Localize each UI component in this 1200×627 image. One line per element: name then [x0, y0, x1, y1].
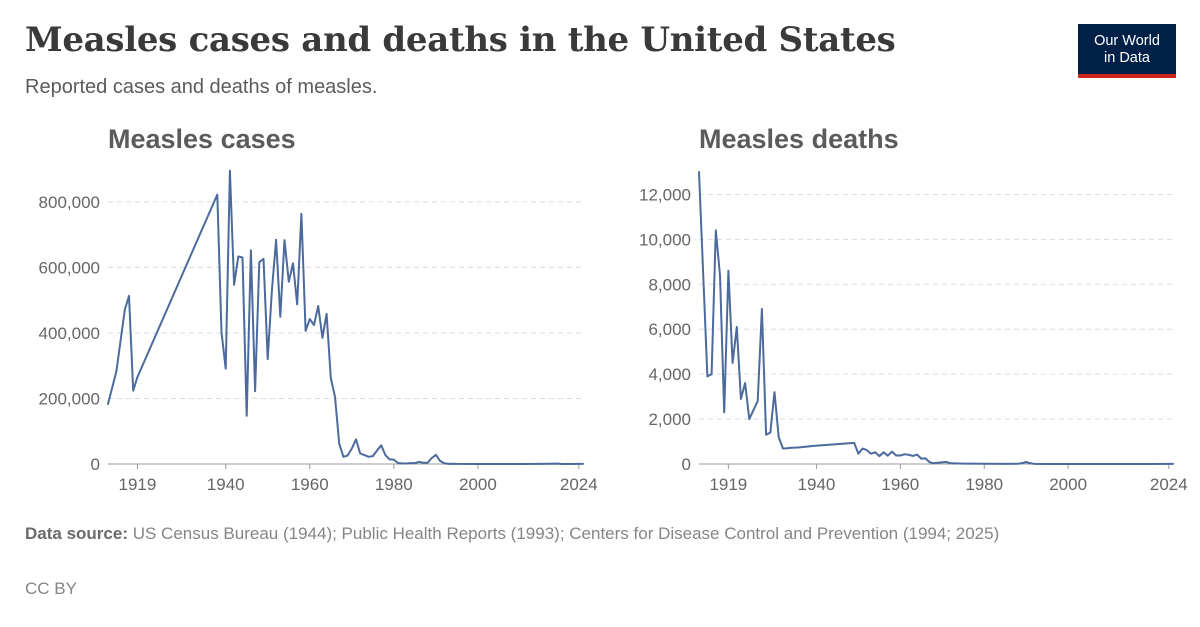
y-tick-label: 400,000 — [39, 324, 100, 343]
x-tick-label: 2024 — [560, 475, 598, 494]
x-tick-label: 1960 — [881, 475, 919, 494]
y-tick-label: 200,000 — [39, 389, 100, 408]
x-tick-label: 1919 — [709, 475, 747, 494]
x-tick-label: 1940 — [798, 475, 836, 494]
y-tick-label: 800,000 — [39, 193, 100, 212]
measles-deaths-chart: 0 2,000 4,000 6,000 8,000 10,000 12,000 1919 194… — [639, 171, 1188, 494]
y-tick-label: 2,000 — [648, 410, 691, 429]
y-tick-label: 10,000 — [639, 230, 691, 249]
x-tick-label: 1980 — [375, 475, 413, 494]
y-tick-label: 0 — [682, 455, 691, 474]
source-text: US Census Bureau (1944); Public Health R… — [132, 524, 1000, 543]
owid-logo[interactable]: Our World in Data — [1078, 24, 1176, 78]
series-line — [107, 169, 584, 465]
y-tick-label: 4,000 — [648, 365, 691, 384]
x-tick-label: 2000 — [459, 475, 497, 494]
deaths-chart-title: Measles deaths — [699, 124, 899, 154]
cases-chart-title: Measles cases — [108, 124, 296, 154]
source-label: Data source: — [25, 524, 128, 543]
page-subtitle: Reported cases and deaths of measles. — [25, 76, 378, 98]
x-tick-label: 1919 — [119, 475, 157, 494]
measles-cases-chart: 0 200,000 400,000 600,000 800,000 1919 1940 196… — [39, 169, 598, 494]
y-tick-label: 12,000 — [639, 185, 691, 204]
page-title: Measles cases and deaths in the United S… — [25, 20, 896, 60]
x-tick-label: 1980 — [965, 475, 1003, 494]
y-tick-label: 0 — [91, 455, 100, 474]
x-tick-label: 1940 — [207, 475, 245, 494]
x-tick-label: 2024 — [1150, 475, 1188, 494]
y-tick-label: 8,000 — [648, 275, 691, 294]
y-tick-label: 6,000 — [648, 320, 691, 339]
logo-line-2: in Data — [1104, 50, 1150, 66]
x-tick-label: 1960 — [291, 475, 329, 494]
license-link[interactable]: CC BY — [25, 579, 77, 598]
series-line — [698, 171, 1174, 465]
y-tick-label: 600,000 — [39, 258, 100, 277]
footer-source: Data source: US Census Bureau (1944); Pu… — [25, 522, 1155, 546]
logo-line-1: Our World — [1094, 33, 1160, 49]
x-tick-label: 2000 — [1049, 475, 1087, 494]
